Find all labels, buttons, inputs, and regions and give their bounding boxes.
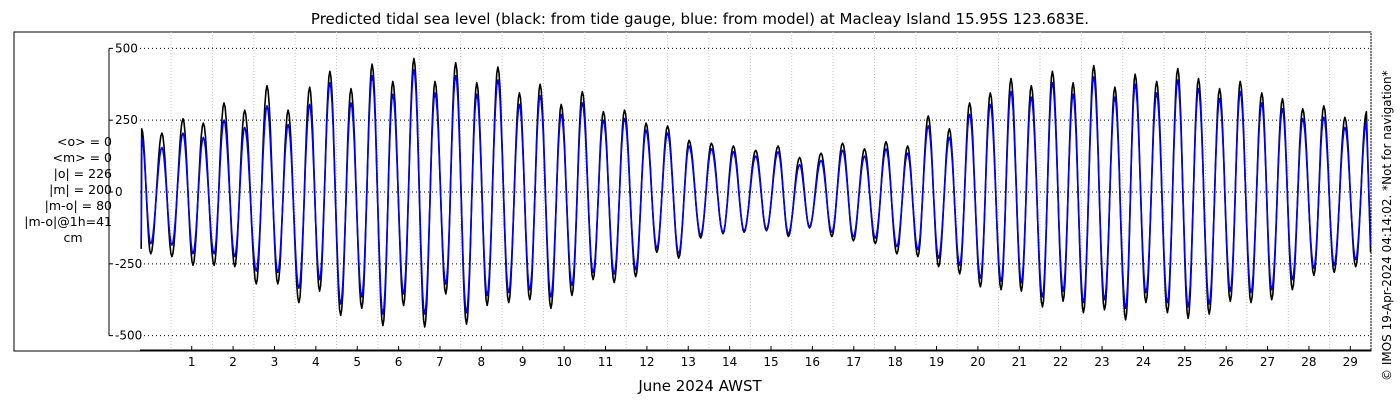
stat-abs-observed: |o| = 226 (53, 166, 112, 181)
x-tick-label: 10 (556, 355, 571, 369)
x-tick-label: 5 (353, 355, 361, 369)
series-line-model (140, 69, 1372, 315)
statistics-panel: <o> = 0 <m> = 0 |o| = 226 |m| = 200 |m-o… (14, 134, 112, 246)
x-tick-label: 24 (1136, 355, 1151, 369)
x-tick-label: 3 (271, 355, 279, 369)
stat-mean-model: <m> = 0 (52, 150, 113, 165)
y-tick-label: -500 (115, 329, 142, 343)
stat-mean-observed: <o> = 0 (57, 134, 112, 149)
x-tick-label: 26 (1219, 355, 1234, 369)
x-tick-label: 25 (1177, 355, 1192, 369)
x-tick-label: 14 (722, 355, 737, 369)
x-tick-label: 22 (1053, 355, 1068, 369)
x-tick-label: 8 (478, 355, 486, 369)
x-tick-label: 15 (763, 355, 778, 369)
x-tick-label: 6 (395, 355, 403, 369)
x-tick-label: 23 (1094, 355, 1109, 369)
x-tick-label: 20 (970, 355, 985, 369)
x-tick-label: 29 (1343, 355, 1358, 369)
x-tick-label: 4 (312, 355, 320, 369)
x-axis-label: June 2024 AWST (638, 377, 762, 395)
x-tick-label: 1 (188, 355, 196, 369)
stat-unit: cm (63, 230, 83, 245)
y-tick-label: 500 (115, 41, 138, 55)
x-tick-label: 18 (888, 355, 903, 369)
x-tick-label: 11 (598, 355, 613, 369)
x-tick-label: 27 (1260, 355, 1275, 369)
stat-abs-diff-1h: |m-o|@1h=41 (24, 214, 112, 229)
x-tick-label: 19 (929, 355, 944, 369)
x-tick-label: 7 (436, 355, 444, 369)
stat-abs-model: |m| = 200 (49, 182, 112, 197)
x-tick-label: 12 (639, 355, 654, 369)
x-tick-label: 16 (805, 355, 820, 369)
x-tick-label: 28 (1301, 355, 1316, 369)
copyright-notice: © IMOS 19-Apr-2024 04:14:02. *Not for na… (1380, 70, 1394, 381)
x-tick-label: 13 (681, 355, 696, 369)
x-tick-label: 2 (229, 355, 237, 369)
y-tick-label: 250 (115, 113, 138, 127)
stat-abs-diff: |m-o| = 80 (44, 198, 112, 213)
chart-title: Predicted tidal sea level (black: from t… (310, 10, 1090, 28)
x-tick-label: 17 (846, 355, 861, 369)
y-tick-label: -250 (115, 257, 142, 271)
x-tick-label: 9 (519, 355, 527, 369)
y-tick-label: 0 (115, 185, 123, 199)
series-layer (140, 57, 1372, 328)
x-tick-label: 21 (1012, 355, 1027, 369)
